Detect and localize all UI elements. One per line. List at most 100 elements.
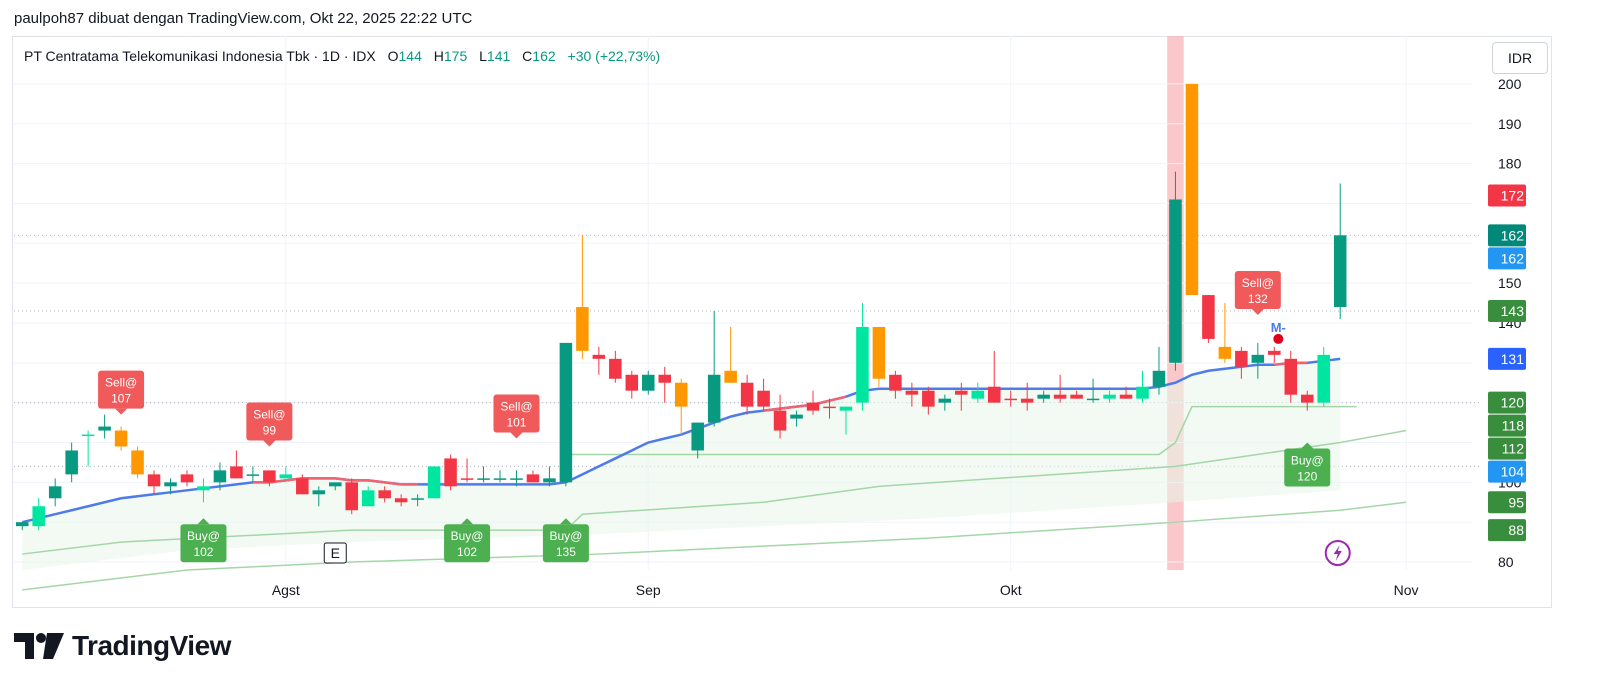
- candle-body: [609, 358, 622, 379]
- signal-price: 120: [1297, 470, 1317, 484]
- candle-body: [1070, 394, 1083, 399]
- sell-signal-label: [1234, 271, 1281, 309]
- moving-average-red-segment: [763, 395, 847, 412]
- candle-body: [1300, 394, 1314, 403]
- flash-icon-bolt: [1333, 545, 1342, 561]
- signal-text: Sell@: [1242, 276, 1274, 290]
- candle-body: [543, 478, 556, 483]
- price-tag: [1488, 460, 1526, 483]
- signal-price: 135: [556, 545, 576, 559]
- signal-text: Sell@: [253, 407, 285, 421]
- candle-body: [839, 406, 853, 411]
- tradingview-logo-icon: [14, 633, 64, 659]
- legend-low-label: L: [479, 48, 487, 64]
- price-tag-label: 143: [1501, 303, 1525, 319]
- candle-body: [905, 390, 919, 395]
- candle-body: [889, 374, 902, 391]
- sell-signal-label: [98, 370, 145, 409]
- signal-arrow: [559, 518, 572, 525]
- signal-arrow: [1251, 309, 1264, 315]
- legend-open-value: 144: [398, 48, 422, 64]
- y-axis-tick-label: 80: [1498, 554, 1514, 570]
- price-tag: [1488, 224, 1526, 247]
- candle-body: [147, 474, 161, 487]
- candle-body: [493, 478, 507, 480]
- candle-body: [312, 490, 326, 495]
- candle-body: [576, 307, 589, 351]
- earnings-marker-label: E: [331, 545, 340, 561]
- candle-body: [230, 466, 243, 479]
- y-axis-tick-label: 190: [1498, 116, 1522, 132]
- candle-body: [955, 390, 968, 395]
- price-tag-label: 131: [1501, 351, 1525, 367]
- legend-open-label: O: [387, 48, 399, 64]
- candle-body: [1119, 394, 1133, 399]
- candle-body: [823, 406, 836, 409]
- y-axis-tick-label: 150: [1498, 275, 1522, 291]
- buy-signal-label: [180, 524, 227, 563]
- legend-symbol: PT Centratama Telekomunikasi Indonesia T…: [24, 48, 376, 64]
- signal-arrow: [510, 432, 523, 439]
- candle-body: [378, 490, 391, 499]
- candle-body: [114, 430, 128, 447]
- signal-price: 102: [457, 545, 477, 559]
- price-tag-label: 120: [1501, 395, 1525, 411]
- candle-body: [279, 474, 293, 479]
- price-tag: [1488, 491, 1526, 514]
- candle-body: [1251, 354, 1265, 363]
- signal-arrow: [263, 440, 276, 447]
- candle-body: [707, 374, 721, 423]
- chart-attribution: paulpoh87 dibuat dengan TradingView.com,…: [14, 10, 473, 27]
- signal-text: Buy@: [549, 529, 582, 543]
- price-tag: [1488, 391, 1526, 414]
- candle-body: [1086, 398, 1100, 401]
- signal-arrow: [197, 518, 210, 525]
- legend-low-value: 141: [486, 48, 511, 64]
- signal-arrow: [1301, 442, 1314, 449]
- price-tag: [1488, 414, 1526, 437]
- signal-price: 101: [506, 416, 526, 430]
- candle-body: [394, 498, 408, 503]
- legend-high-label: H: [433, 48, 444, 64]
- candle-body: [1053, 394, 1067, 399]
- signal-text: Buy@: [1291, 454, 1324, 468]
- buy-signal-label: [444, 524, 491, 563]
- candle-body: [81, 434, 95, 437]
- sell-signal-label: [493, 394, 540, 433]
- candle-body: [361, 490, 375, 507]
- candle-body: [1218, 346, 1232, 359]
- price-tag-label: 104: [1501, 464, 1525, 480]
- price-tag-label: 95: [1508, 494, 1524, 510]
- candle-body: [131, 450, 144, 475]
- candle-body: [460, 478, 474, 480]
- buy-signal-label: [542, 524, 589, 563]
- candle-body: [1037, 394, 1050, 399]
- candle-body: [856, 326, 869, 403]
- candle-body: [1103, 394, 1116, 399]
- candle-body: [922, 390, 935, 407]
- signal-text: Buy@: [187, 529, 220, 543]
- candle-body: [658, 374, 672, 383]
- candle-body: [757, 390, 770, 407]
- candle-body: [1136, 386, 1149, 399]
- price-tag-label: 162: [1501, 250, 1525, 266]
- price-tag: [1488, 184, 1526, 207]
- candle-body: [1020, 398, 1034, 403]
- y-axis-tick-label: 180: [1498, 156, 1522, 172]
- red-dot-marker: [1273, 333, 1284, 344]
- candle-body: [773, 410, 787, 431]
- x-axis-tick-label: Agst: [272, 582, 300, 598]
- candle-body: [1152, 370, 1166, 387]
- legend-change: +30 (+22,73%): [567, 48, 661, 64]
- legend-close-value: 162: [532, 48, 556, 64]
- price-tag: [1488, 437, 1526, 460]
- currency-button[interactable]: IDR: [1492, 42, 1548, 74]
- candle-body: [32, 506, 45, 527]
- tradingview-logo[interactable]: TradingView: [14, 630, 231, 662]
- candle-body: [1169, 199, 1182, 363]
- signal-arrow: [115, 408, 128, 415]
- legend-close-label: C: [522, 48, 533, 64]
- moving-average-red-segment: [252, 477, 418, 486]
- candle-body: [790, 414, 803, 419]
